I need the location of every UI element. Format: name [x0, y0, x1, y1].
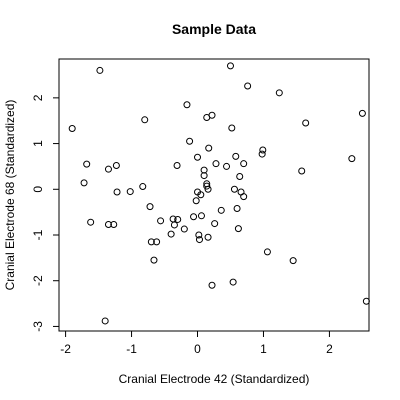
- data-point: [362, 297, 370, 305]
- data-point: [217, 206, 225, 214]
- data-point: [240, 160, 248, 168]
- data-point: [186, 137, 194, 145]
- data-point: [192, 197, 200, 205]
- data-point: [104, 165, 112, 173]
- data-point: [195, 236, 203, 244]
- x-tick-label: 1: [260, 342, 267, 356]
- x-tick-label: -2: [60, 342, 71, 356]
- data-point: [232, 152, 240, 160]
- data-point: [233, 204, 241, 212]
- data-point: [208, 111, 216, 119]
- data-point: [190, 213, 198, 221]
- data-point: [358, 109, 366, 117]
- y-tick-label: 1: [31, 140, 45, 147]
- data-point: [236, 172, 244, 180]
- y-tick-label: -1: [31, 229, 45, 240]
- data-point: [83, 160, 91, 168]
- data-point: [230, 185, 238, 193]
- data-point: [211, 220, 219, 228]
- data-point: [87, 218, 95, 226]
- data-point: [104, 220, 112, 228]
- data-point: [146, 203, 154, 211]
- data-point: [258, 150, 266, 158]
- data-point: [110, 220, 118, 228]
- data-point: [173, 162, 181, 170]
- data-point: [289, 257, 297, 265]
- data-point: [240, 193, 248, 201]
- data-point: [180, 225, 188, 233]
- data-point: [212, 160, 220, 168]
- data-point: [80, 179, 88, 187]
- y-tick-label: -3: [31, 321, 45, 332]
- data-point: [302, 119, 310, 127]
- data-point: [126, 188, 134, 196]
- data-point: [223, 162, 231, 170]
- data-point: [150, 256, 158, 264]
- data-point: [200, 166, 208, 174]
- data-point: [139, 183, 147, 191]
- data-point: [195, 231, 203, 239]
- x-tick-label: 0: [194, 342, 201, 356]
- y-axis: -3 -2 -1 0 1 2: [31, 94, 60, 332]
- data-point: [226, 62, 234, 70]
- data-point: [153, 238, 161, 246]
- data-point: [244, 82, 252, 90]
- x-axis-label: Cranial Electrode 42 (Standardized): [119, 372, 310, 386]
- data-point: [96, 66, 104, 74]
- plot-frame: [58, 58, 370, 332]
- data-point: [263, 248, 271, 256]
- chart-title: Sample Data: [172, 21, 256, 37]
- data-point: [348, 155, 356, 163]
- data-point: [229, 278, 237, 286]
- data-points: [68, 62, 370, 325]
- x-tick-label: -1: [126, 342, 137, 356]
- data-point: [147, 238, 155, 246]
- y-tick-label: 0: [31, 186, 45, 193]
- data-point: [234, 225, 242, 233]
- data-point: [298, 167, 306, 175]
- data-point: [170, 221, 178, 229]
- data-point: [101, 317, 109, 325]
- data-point: [203, 182, 211, 190]
- data-point: [113, 188, 121, 196]
- data-point: [141, 116, 149, 124]
- data-point: [167, 230, 175, 238]
- data-point: [205, 144, 213, 152]
- data-point: [183, 101, 191, 109]
- data-point: [228, 124, 236, 132]
- data-point: [208, 281, 216, 289]
- x-axis: -2 -1 0 1 2: [60, 330, 333, 356]
- data-point: [174, 215, 182, 223]
- data-point: [197, 212, 205, 220]
- data-point: [275, 89, 283, 97]
- data-point: [112, 162, 120, 170]
- y-tick-label: -2: [31, 275, 45, 286]
- data-point: [157, 217, 165, 225]
- data-point: [259, 146, 267, 154]
- y-tick-label: 2: [31, 94, 45, 101]
- data-point: [204, 233, 212, 241]
- data-point: [197, 191, 205, 199]
- data-point: [68, 124, 76, 132]
- data-point: [204, 185, 212, 193]
- data-point: [200, 172, 208, 180]
- y-axis-label: Cranial Electrode 68 (Standardized): [3, 100, 17, 291]
- data-point: [194, 153, 202, 161]
- x-tick-label: 2: [326, 342, 333, 356]
